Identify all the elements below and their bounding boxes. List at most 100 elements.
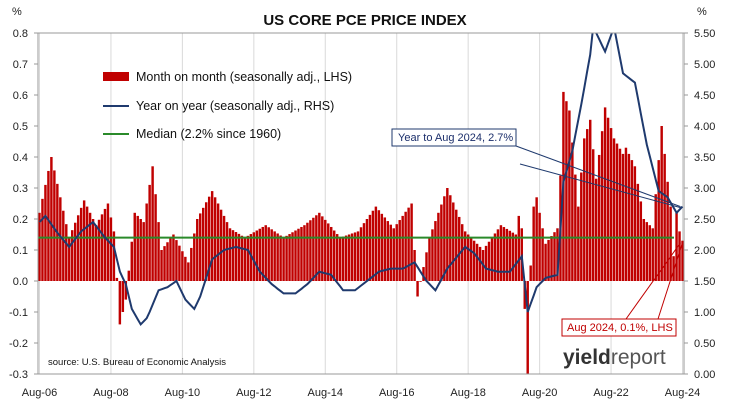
right-tick-label: 2.00 xyxy=(694,245,715,257)
mom-bar xyxy=(109,217,113,281)
mom-bar xyxy=(184,256,187,281)
mom-bar xyxy=(270,229,273,281)
right-tick-label: 3.50 xyxy=(694,152,715,164)
mom-bar xyxy=(413,250,416,281)
yieldreport-logo: yieldreport xyxy=(563,346,666,369)
mom-bar xyxy=(273,231,276,281)
mom-bar xyxy=(603,107,607,282)
right-tick-label: 4.50 xyxy=(694,90,715,102)
mom-bar xyxy=(508,230,512,281)
mom-bar xyxy=(657,160,660,281)
mom-bar xyxy=(160,250,163,281)
mom-bar xyxy=(187,262,190,281)
mom-bar xyxy=(267,227,270,281)
mom-bar xyxy=(383,217,387,281)
mom-bar xyxy=(103,208,107,281)
mom-bar xyxy=(660,126,663,281)
right-tick-label: 1.00 xyxy=(694,307,715,319)
mom-bar xyxy=(577,206,580,281)
mom-bar xyxy=(44,184,47,281)
mom-bar xyxy=(142,222,145,281)
mom-bar xyxy=(645,222,649,281)
mom-bar xyxy=(669,206,672,281)
mom-bar xyxy=(535,197,538,281)
mom-bar xyxy=(529,265,532,281)
mom-bar xyxy=(169,238,172,281)
mom-bar xyxy=(553,232,556,281)
mom-bar xyxy=(618,148,622,281)
mom-bar xyxy=(460,224,464,281)
mom-bar xyxy=(240,235,244,281)
mom-bar xyxy=(353,232,357,281)
x-tick-label: Aug-08 xyxy=(93,387,128,399)
mom-bar xyxy=(321,216,324,281)
mom-bar xyxy=(526,281,529,374)
mom-bar xyxy=(594,178,598,281)
mom-bar xyxy=(416,281,419,297)
left-tick-label: 0.7 xyxy=(13,59,28,71)
mom-bar xyxy=(151,166,154,281)
left-tick-label: 0.1 xyxy=(13,245,28,257)
mom-bar xyxy=(362,223,366,281)
mom-bar xyxy=(523,281,526,309)
mom-bar xyxy=(359,227,363,281)
mom-bar xyxy=(532,206,535,281)
left-tick-label: 0.0 xyxy=(13,276,28,288)
mom-bar xyxy=(255,230,259,281)
mom-bar xyxy=(219,209,223,281)
right-axis-unit: % xyxy=(697,6,707,18)
mom-bar xyxy=(571,142,574,281)
mom-bar xyxy=(210,191,214,281)
mom-bar xyxy=(648,225,651,281)
mom-bar xyxy=(419,281,422,282)
mom-bar xyxy=(261,226,264,281)
x-tick-label: Aug-24 xyxy=(665,387,700,399)
yoy-line xyxy=(38,33,684,327)
left-tick-label: 0.4 xyxy=(13,152,28,164)
mom-bar xyxy=(136,215,139,281)
left-tick-label: 0.3 xyxy=(13,183,28,195)
annotation-yoy-leader xyxy=(515,145,681,208)
mom-bar xyxy=(630,160,634,281)
mom-bar xyxy=(237,233,241,281)
mom-bar xyxy=(428,237,431,281)
mom-bar xyxy=(636,183,640,281)
mom-bar xyxy=(127,270,131,281)
mom-bar xyxy=(172,234,175,281)
mom-bar xyxy=(231,230,235,281)
x-tick-label: Aug-16 xyxy=(379,387,414,399)
mom-bar xyxy=(59,197,62,281)
source-note: source: U.S. Bureau of Economic Analysis xyxy=(48,357,226,368)
mom-bar xyxy=(633,166,637,281)
mom-bar xyxy=(443,196,446,281)
mom-bar xyxy=(73,222,77,281)
mom-bar xyxy=(487,241,491,281)
x-tick-label: Aug-18 xyxy=(450,387,485,399)
mom-bar xyxy=(324,219,327,281)
mom-bar xyxy=(71,230,74,281)
mom-bar xyxy=(565,101,568,281)
mom-bar xyxy=(115,277,119,281)
logo-part-report: report xyxy=(611,346,666,369)
mom-bar xyxy=(297,228,300,281)
mom-bar xyxy=(469,237,473,281)
mom-bar xyxy=(377,210,381,281)
annotation-yoy: Year to Aug 2024, 2.7% xyxy=(391,128,681,209)
mom-bar xyxy=(463,231,467,281)
mom-bar xyxy=(404,211,407,281)
mom-bar xyxy=(279,235,282,281)
mom-bar xyxy=(112,231,116,281)
mom-bar xyxy=(118,281,122,325)
mom-bar xyxy=(288,234,291,281)
mom-bar xyxy=(368,214,372,281)
mom-bar xyxy=(475,243,479,281)
left-tick-label: 0.6 xyxy=(13,90,28,102)
mom-bar xyxy=(106,203,110,281)
mom-bar xyxy=(318,212,321,281)
mom-bar xyxy=(100,214,104,281)
mom-bar xyxy=(544,243,547,281)
mom-bar xyxy=(246,235,250,281)
mom-bar xyxy=(356,231,360,281)
mom-bar xyxy=(392,228,395,281)
